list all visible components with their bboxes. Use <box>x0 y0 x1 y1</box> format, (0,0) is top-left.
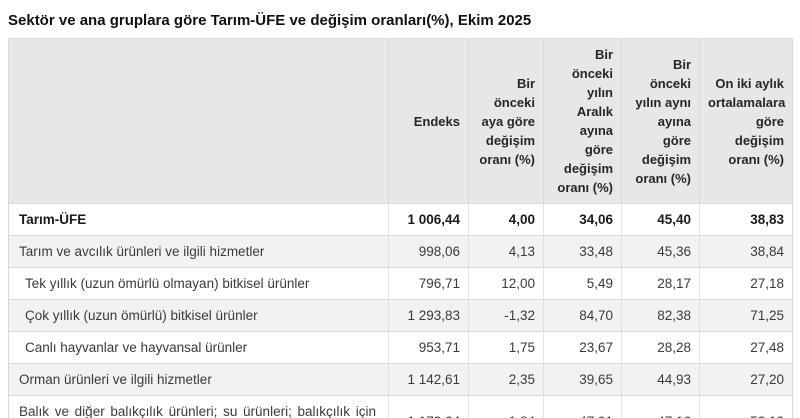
value-monthly-change: 1,75 <box>468 331 544 364</box>
value-since-december-change: 33,48 <box>543 235 622 268</box>
sector-name: Tek yıllık (uzun ömürlü olmayan) bitkise… <box>8 267 389 300</box>
value-yoy-change: 82,38 <box>621 299 700 332</box>
value-monthly-change: 1,84 <box>468 395 544 418</box>
value-yoy-change: 47,16 <box>621 395 700 418</box>
sector-name: Balık ve diğer balıkçılık ürünleri; su ü… <box>8 395 389 418</box>
value-monthly-change: 4,00 <box>468 203 544 236</box>
value-twelve-month-avg-change: 27,20 <box>699 363 793 396</box>
column-header-sector <box>8 38 389 204</box>
sector-name: Tarım-ÜFE <box>8 203 389 236</box>
sector-name: Canlı hayvanlar ve hayvansal ürünler <box>8 331 389 364</box>
value-endeks: 953,71 <box>388 331 469 364</box>
table-row-tarim-ve-avcilik: Tarım ve avcılık ürünleri ve ilgili hizm… <box>8 235 793 268</box>
value-yoy-change: 28,17 <box>621 267 700 300</box>
value-since-december-change: 5,49 <box>543 267 622 300</box>
value-monthly-change: -1,32 <box>468 299 544 332</box>
value-twelve-month-avg-change: 27,18 <box>699 267 793 300</box>
value-monthly-change: 4,13 <box>468 235 544 268</box>
value-twelve-month-avg-change: 38,84 <box>699 235 793 268</box>
value-monthly-change: 2,35 <box>468 363 544 396</box>
value-yoy-change: 45,40 <box>621 203 700 236</box>
sector-name: Orman ürünleri ve ilgili hizmetler <box>8 363 389 396</box>
value-since-december-change: 84,70 <box>543 299 622 332</box>
header-row: Endeks Bir önceki aya göre değişim oranı… <box>8 38 793 204</box>
value-twelve-month-avg-change: 71,25 <box>699 299 793 332</box>
value-yoy-change: 28,28 <box>621 331 700 364</box>
value-since-december-change: 23,67 <box>543 331 622 364</box>
column-header-twelve-month-avg-change: On iki aylık ortalamalara göre değişim o… <box>699 38 793 204</box>
table-header: Endeks Bir önceki aya göre değişim oranı… <box>8 38 793 204</box>
value-twelve-month-avg-change: 27,48 <box>699 331 793 364</box>
value-since-december-change: 34,06 <box>543 203 622 236</box>
value-endeks: 1 142,61 <box>388 363 469 396</box>
table-row-orman-urunleri: Orman ürünleri ve ilgili hizmetler 1 142… <box>8 363 793 396</box>
value-endeks: 1 293,83 <box>388 299 469 332</box>
value-yoy-change: 44,93 <box>621 363 700 396</box>
value-endeks: 1 172,64 <box>388 395 469 418</box>
value-twelve-month-avg-change: 38,83 <box>699 203 793 236</box>
value-yoy-change: 45,36 <box>621 235 700 268</box>
sector-name: Çok yıllık (uzun ömürlü) bitkisel ürünle… <box>8 299 389 332</box>
page-title: Sektör ve ana gruplara göre Tarım-ÜFE ve… <box>8 12 532 29</box>
value-since-december-change: 47,91 <box>543 395 622 418</box>
table-row-balik-ve-balikcilik: Balık ve diğer balıkçılık ürünleri; su ü… <box>8 395 793 418</box>
column-header-yoy-change: Bir önceki yılın aynı ayına göre değişim… <box>621 38 700 204</box>
value-monthly-change: 12,00 <box>468 267 544 300</box>
value-endeks: 998,06 <box>388 235 469 268</box>
agri-ppi-table: Endeks Bir önceki aya göre değişim oranı… <box>8 38 793 418</box>
table-row-tek-yillik-bitkisel: Tek yıllık (uzun ömürlü olmayan) bitkise… <box>8 267 793 300</box>
column-header-monthly-change: Bir önceki aya göre değişim oranı (%) <box>468 38 544 204</box>
table-body: Tarım-ÜFE 1 006,44 4,00 34,06 45,40 38,8… <box>8 203 793 418</box>
column-header-since-december-change: Bir önceki yılın Aralık ayına göre değiş… <box>543 38 622 204</box>
value-since-december-change: 39,65 <box>543 363 622 396</box>
value-endeks: 796,71 <box>388 267 469 300</box>
table-row-canli-hayvanlar: Canlı hayvanlar ve hayvansal ürünler 953… <box>8 331 793 364</box>
value-endeks: 1 006,44 <box>388 203 469 236</box>
sector-name: Tarım ve avcılık ürünleri ve ilgili hizm… <box>8 235 389 268</box>
value-twelve-month-avg-change: 52,12 <box>699 395 793 418</box>
table-row-tarim-ufe: Tarım-ÜFE 1 006,44 4,00 34,06 45,40 38,8… <box>8 203 793 236</box>
table-row-cok-yillik-bitkisel: Çok yıllık (uzun ömürlü) bitkisel ürünle… <box>8 299 793 332</box>
column-header-endeks: Endeks <box>388 38 469 204</box>
